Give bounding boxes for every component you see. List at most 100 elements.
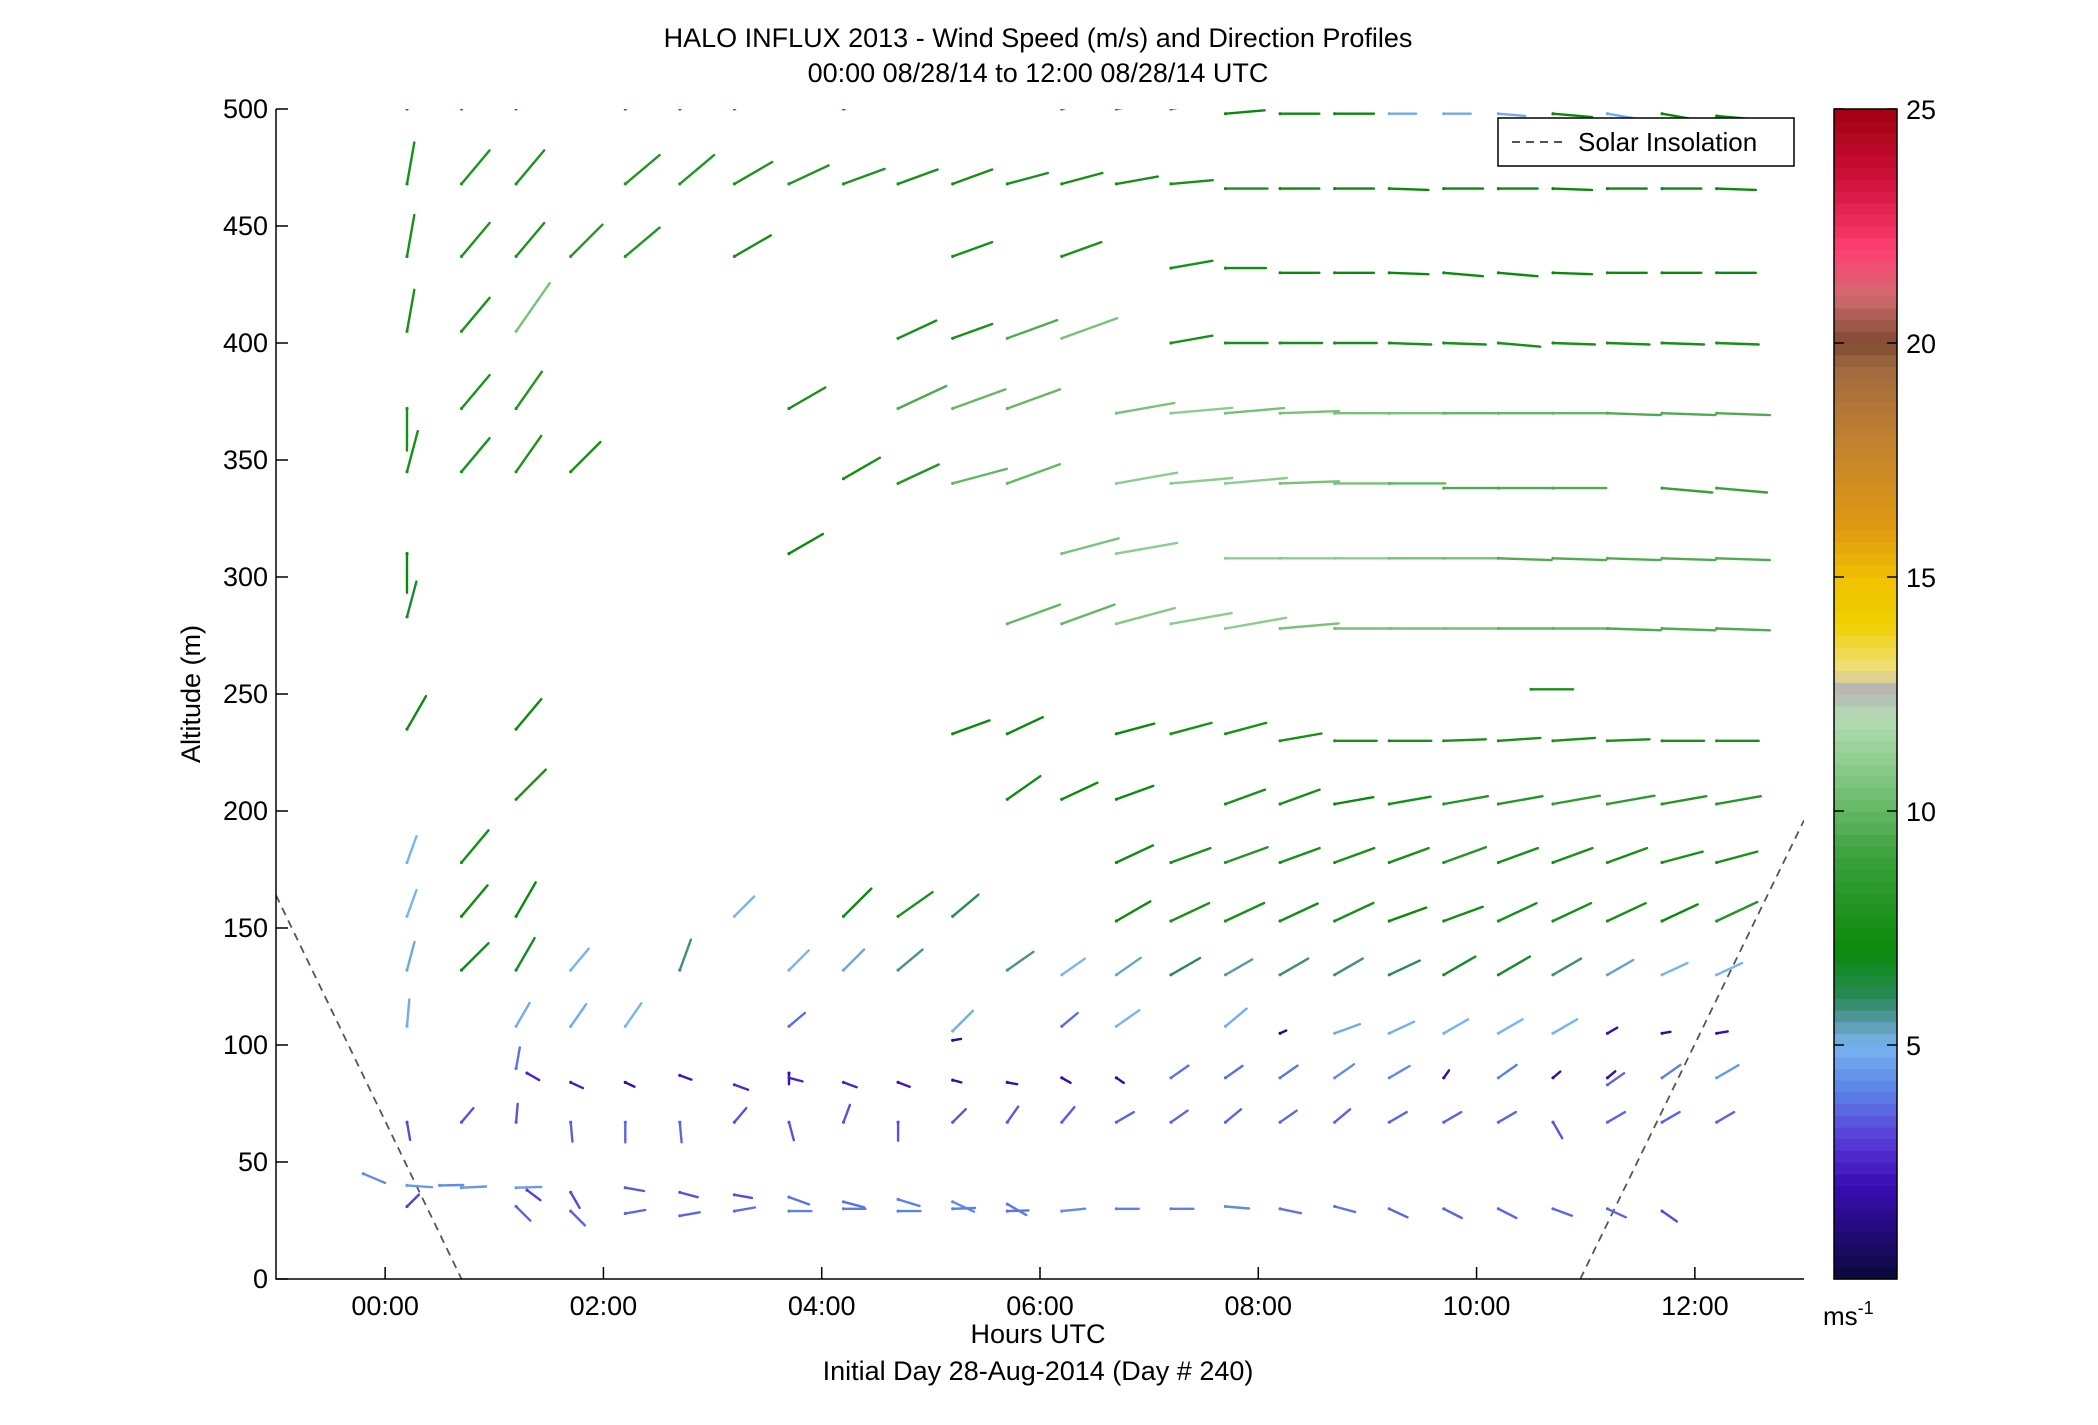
colorbar-cell xyxy=(1834,775,1897,789)
wind-vector-base xyxy=(1278,341,1282,345)
colorbar-cell xyxy=(1834,1126,1897,1140)
wind-vector-base xyxy=(1223,802,1228,806)
wind-vector xyxy=(733,1106,748,1124)
wind-vector xyxy=(1388,1064,1411,1080)
wind-vector xyxy=(1224,1205,1251,1210)
wind-vector-base xyxy=(1278,860,1282,865)
wind-vector-base xyxy=(405,254,409,258)
wind-vector-base xyxy=(569,1190,573,1194)
wind-vector-base xyxy=(1529,687,1533,691)
colorbar-cell xyxy=(1834,1220,1897,1233)
wind-vector-base xyxy=(405,182,409,186)
wind-vector-base xyxy=(1660,739,1664,743)
wind-vector-base xyxy=(1551,411,1555,415)
colorbar-cell xyxy=(1834,974,1897,988)
wind-vector-base xyxy=(1223,112,1228,116)
wind-vector-base xyxy=(514,1066,518,1070)
colorbar-cell xyxy=(1834,1232,1897,1245)
legend-label-solar-insolation: Solar Insolation xyxy=(1578,127,1757,157)
wind-vector-base xyxy=(405,615,409,619)
wind-vector-base xyxy=(1442,1207,1446,1211)
colorbar-cell xyxy=(1834,1267,1897,1280)
wind-vector-base xyxy=(951,1038,955,1042)
wind-vector xyxy=(678,1074,693,1081)
wind-vector-base xyxy=(1551,1076,1555,1080)
x-tick-label: 02:00 xyxy=(570,1291,638,1321)
colorbar-cell xyxy=(1834,764,1897,777)
wind-vector xyxy=(1551,1207,1574,1217)
wind-vector-base xyxy=(896,1080,900,1084)
wind-vector-base xyxy=(1114,622,1118,626)
wind-vector-base xyxy=(1387,1120,1391,1124)
colorbar-cell xyxy=(1834,389,1897,403)
wind-vector-base xyxy=(623,109,627,111)
wind-vector-base xyxy=(1496,860,1500,865)
wind-vector-base xyxy=(1060,797,1064,801)
wind-vector-base xyxy=(1442,486,1446,490)
wind-vector-base xyxy=(459,109,464,111)
wind-vector-base xyxy=(951,182,955,186)
plot-area xyxy=(276,109,1804,1279)
wind-vector-base xyxy=(1496,802,1500,806)
wind-vector-base xyxy=(1387,860,1391,865)
wind-vector xyxy=(1169,1109,1189,1124)
wind-vector xyxy=(787,532,825,555)
wind-vector-base xyxy=(732,1193,737,1197)
wind-vector xyxy=(1115,784,1155,801)
wind-vector-base xyxy=(1114,109,1118,111)
wind-vector-base xyxy=(1278,626,1282,631)
wind-vector-base xyxy=(1387,919,1391,923)
wind-vector xyxy=(1388,906,1428,923)
wind-vector xyxy=(514,281,551,333)
wind-vector-base xyxy=(1278,1076,1282,1080)
wind-vector-base xyxy=(1605,1207,1610,1211)
wind-vector-base xyxy=(1551,973,1555,977)
wind-vector-base xyxy=(1715,187,1719,191)
wind-vector xyxy=(733,234,772,258)
colorbar-cell xyxy=(1834,179,1897,192)
wind-vector xyxy=(678,1120,683,1144)
wind-vector-base xyxy=(1605,860,1610,865)
wind-vector-base xyxy=(1551,187,1555,191)
wind-vector-base xyxy=(732,182,737,186)
wind-vector-base xyxy=(678,109,682,111)
wind-vector-base xyxy=(1005,481,1009,485)
wind-vector-base xyxy=(787,1209,791,1213)
wind-vector xyxy=(624,1081,636,1088)
wind-vector xyxy=(405,940,416,972)
colorbar-cell xyxy=(1834,1091,1897,1105)
wind-vector-base xyxy=(1660,973,1664,977)
x-tick-label: 10:00 xyxy=(1443,1291,1511,1321)
wind-vector xyxy=(1551,557,1608,562)
wind-vector-base xyxy=(1223,556,1228,560)
wind-vector-base xyxy=(1223,411,1228,415)
wind-vector-base xyxy=(951,406,955,411)
wind-vector-base xyxy=(1005,1080,1009,1084)
wind-vector-base xyxy=(1060,109,1064,111)
colorbar-cell xyxy=(1834,986,1897,999)
wind-vector-base xyxy=(623,1186,627,1190)
wind-vector-base xyxy=(1005,1209,1009,1213)
wind-vector xyxy=(1660,1063,1682,1080)
wind-vector-base xyxy=(1223,481,1228,485)
wind-vector-base xyxy=(1278,919,1282,923)
colorbar-cell xyxy=(1834,214,1897,227)
wind-vector xyxy=(1060,1207,1087,1213)
colorbar-cell xyxy=(1834,963,1897,976)
colorbar-cell xyxy=(1834,448,1897,461)
wind-vector-base xyxy=(1169,266,1173,270)
wind-vector-base xyxy=(405,914,409,918)
wind-vector-base xyxy=(1496,739,1500,743)
wind-vector xyxy=(624,226,661,258)
wind-vector-base xyxy=(1114,860,1118,865)
wind-vector xyxy=(514,1102,519,1124)
wind-vector-base xyxy=(1660,112,1664,116)
wind-vector-base xyxy=(1114,552,1118,556)
wind-vector-base xyxy=(841,1120,846,1124)
wind-vector-base xyxy=(896,1197,900,1201)
wind-vector xyxy=(733,1083,750,1092)
wind-vector-base xyxy=(1387,187,1391,191)
colorbar-cell xyxy=(1834,343,1897,356)
wind-vector-base xyxy=(1496,919,1500,923)
wind-vector-base xyxy=(1278,1207,1282,1211)
